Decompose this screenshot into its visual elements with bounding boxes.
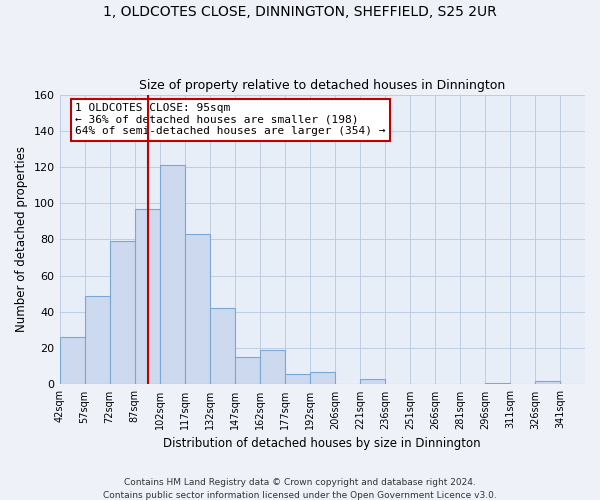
- Bar: [535, 381, 560, 384]
- Bar: [85, 296, 110, 384]
- Bar: [360, 379, 385, 384]
- Y-axis label: Number of detached properties: Number of detached properties: [15, 146, 28, 332]
- Text: Contains HM Land Registry data © Crown copyright and database right 2024.
Contai: Contains HM Land Registry data © Crown c…: [103, 478, 497, 500]
- Bar: [185, 234, 209, 384]
- Bar: [260, 350, 285, 384]
- Bar: [310, 372, 335, 384]
- Bar: [134, 208, 160, 384]
- Bar: [59, 338, 85, 384]
- Bar: [209, 308, 235, 384]
- Text: 1, OLDCOTES CLOSE, DINNINGTON, SHEFFIELD, S25 2UR: 1, OLDCOTES CLOSE, DINNINGTON, SHEFFIELD…: [103, 5, 497, 19]
- Bar: [235, 358, 260, 384]
- Bar: [160, 165, 185, 384]
- X-axis label: Distribution of detached houses by size in Dinnington: Distribution of detached houses by size …: [163, 437, 481, 450]
- Bar: [110, 242, 134, 384]
- Text: 1 OLDCOTES CLOSE: 95sqm
← 36% of detached houses are smaller (198)
64% of semi-d: 1 OLDCOTES CLOSE: 95sqm ← 36% of detache…: [76, 104, 386, 136]
- Bar: [485, 382, 510, 384]
- Title: Size of property relative to detached houses in Dinnington: Size of property relative to detached ho…: [139, 79, 505, 92]
- Bar: [285, 374, 310, 384]
